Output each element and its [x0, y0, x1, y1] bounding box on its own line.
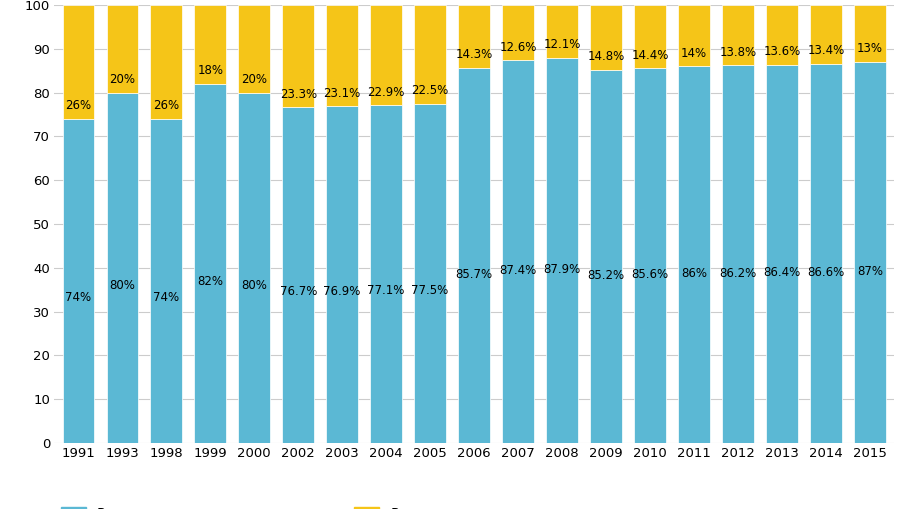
- Text: 22.9%: 22.9%: [367, 86, 404, 99]
- Text: 85.7%: 85.7%: [455, 268, 492, 280]
- Bar: [633, 5, 665, 68]
- Text: 86%: 86%: [680, 267, 706, 280]
- Bar: [457, 5, 490, 68]
- Text: 14.8%: 14.8%: [586, 50, 624, 63]
- Bar: [765, 65, 796, 443]
- Bar: [194, 84, 226, 443]
- Text: 86.4%: 86.4%: [762, 266, 799, 279]
- Bar: [106, 93, 138, 443]
- Bar: [809, 64, 841, 443]
- Bar: [502, 5, 533, 60]
- Bar: [677, 66, 709, 443]
- Bar: [809, 5, 841, 64]
- Bar: [502, 60, 533, 443]
- Text: 85.6%: 85.6%: [630, 268, 667, 280]
- Text: 13.6%: 13.6%: [762, 45, 799, 58]
- Text: 80%: 80%: [241, 279, 267, 292]
- Bar: [590, 70, 621, 443]
- Text: 23.3%: 23.3%: [280, 88, 317, 100]
- Text: 22.5%: 22.5%: [411, 84, 448, 97]
- Text: 12.6%: 12.6%: [499, 41, 536, 53]
- Text: 85.2%: 85.2%: [587, 269, 624, 281]
- Text: 80%: 80%: [109, 279, 135, 292]
- Bar: [282, 107, 314, 443]
- Bar: [238, 93, 270, 443]
- Text: 82%: 82%: [197, 275, 223, 288]
- Text: 14.4%: 14.4%: [630, 48, 667, 62]
- Bar: [326, 5, 357, 106]
- Text: 77.5%: 77.5%: [411, 284, 448, 297]
- Text: 76.9%: 76.9%: [323, 285, 361, 298]
- Text: 76.7%: 76.7%: [280, 285, 317, 298]
- Text: 86.6%: 86.6%: [806, 266, 843, 279]
- Text: 20%: 20%: [109, 73, 135, 86]
- Bar: [282, 5, 314, 107]
- Bar: [677, 5, 709, 66]
- Text: 13.8%: 13.8%: [719, 46, 756, 59]
- Text: 14.3%: 14.3%: [455, 48, 492, 61]
- Text: 86.2%: 86.2%: [719, 267, 756, 279]
- Bar: [765, 5, 796, 65]
- Bar: [62, 5, 94, 119]
- Bar: [722, 5, 753, 66]
- Text: 18%: 18%: [197, 64, 223, 77]
- Bar: [370, 5, 401, 105]
- Text: 74%: 74%: [153, 291, 179, 303]
- Bar: [722, 66, 753, 443]
- Bar: [590, 5, 621, 70]
- Bar: [106, 5, 138, 93]
- Bar: [370, 105, 401, 443]
- Text: 74%: 74%: [65, 291, 91, 303]
- Bar: [151, 119, 182, 443]
- Text: 14%: 14%: [680, 47, 706, 60]
- Bar: [414, 104, 446, 443]
- Bar: [326, 106, 357, 443]
- Bar: [853, 5, 885, 62]
- Bar: [546, 5, 577, 58]
- Text: 87.4%: 87.4%: [499, 264, 536, 277]
- Text: 13.4%: 13.4%: [806, 44, 843, 57]
- Text: 12.1%: 12.1%: [543, 39, 580, 51]
- Bar: [238, 5, 270, 93]
- Text: 26%: 26%: [153, 99, 179, 112]
- Text: 13%: 13%: [856, 42, 882, 55]
- Text: 87.9%: 87.9%: [543, 263, 580, 276]
- Bar: [194, 5, 226, 84]
- Text: 23.1%: 23.1%: [323, 87, 361, 100]
- Bar: [853, 62, 885, 443]
- Bar: [633, 68, 665, 443]
- Bar: [414, 5, 446, 104]
- Bar: [546, 58, 577, 443]
- Text: 87%: 87%: [856, 265, 882, 278]
- Text: 26%: 26%: [65, 99, 91, 112]
- Bar: [62, 119, 94, 443]
- Legend: Рудные, включая комплексные, Россыпные: Рудные, включая комплексные, Россыпные: [61, 507, 471, 509]
- Bar: [151, 5, 182, 119]
- Bar: [457, 68, 490, 443]
- Text: 77.1%: 77.1%: [367, 285, 404, 297]
- Text: 20%: 20%: [241, 73, 267, 86]
